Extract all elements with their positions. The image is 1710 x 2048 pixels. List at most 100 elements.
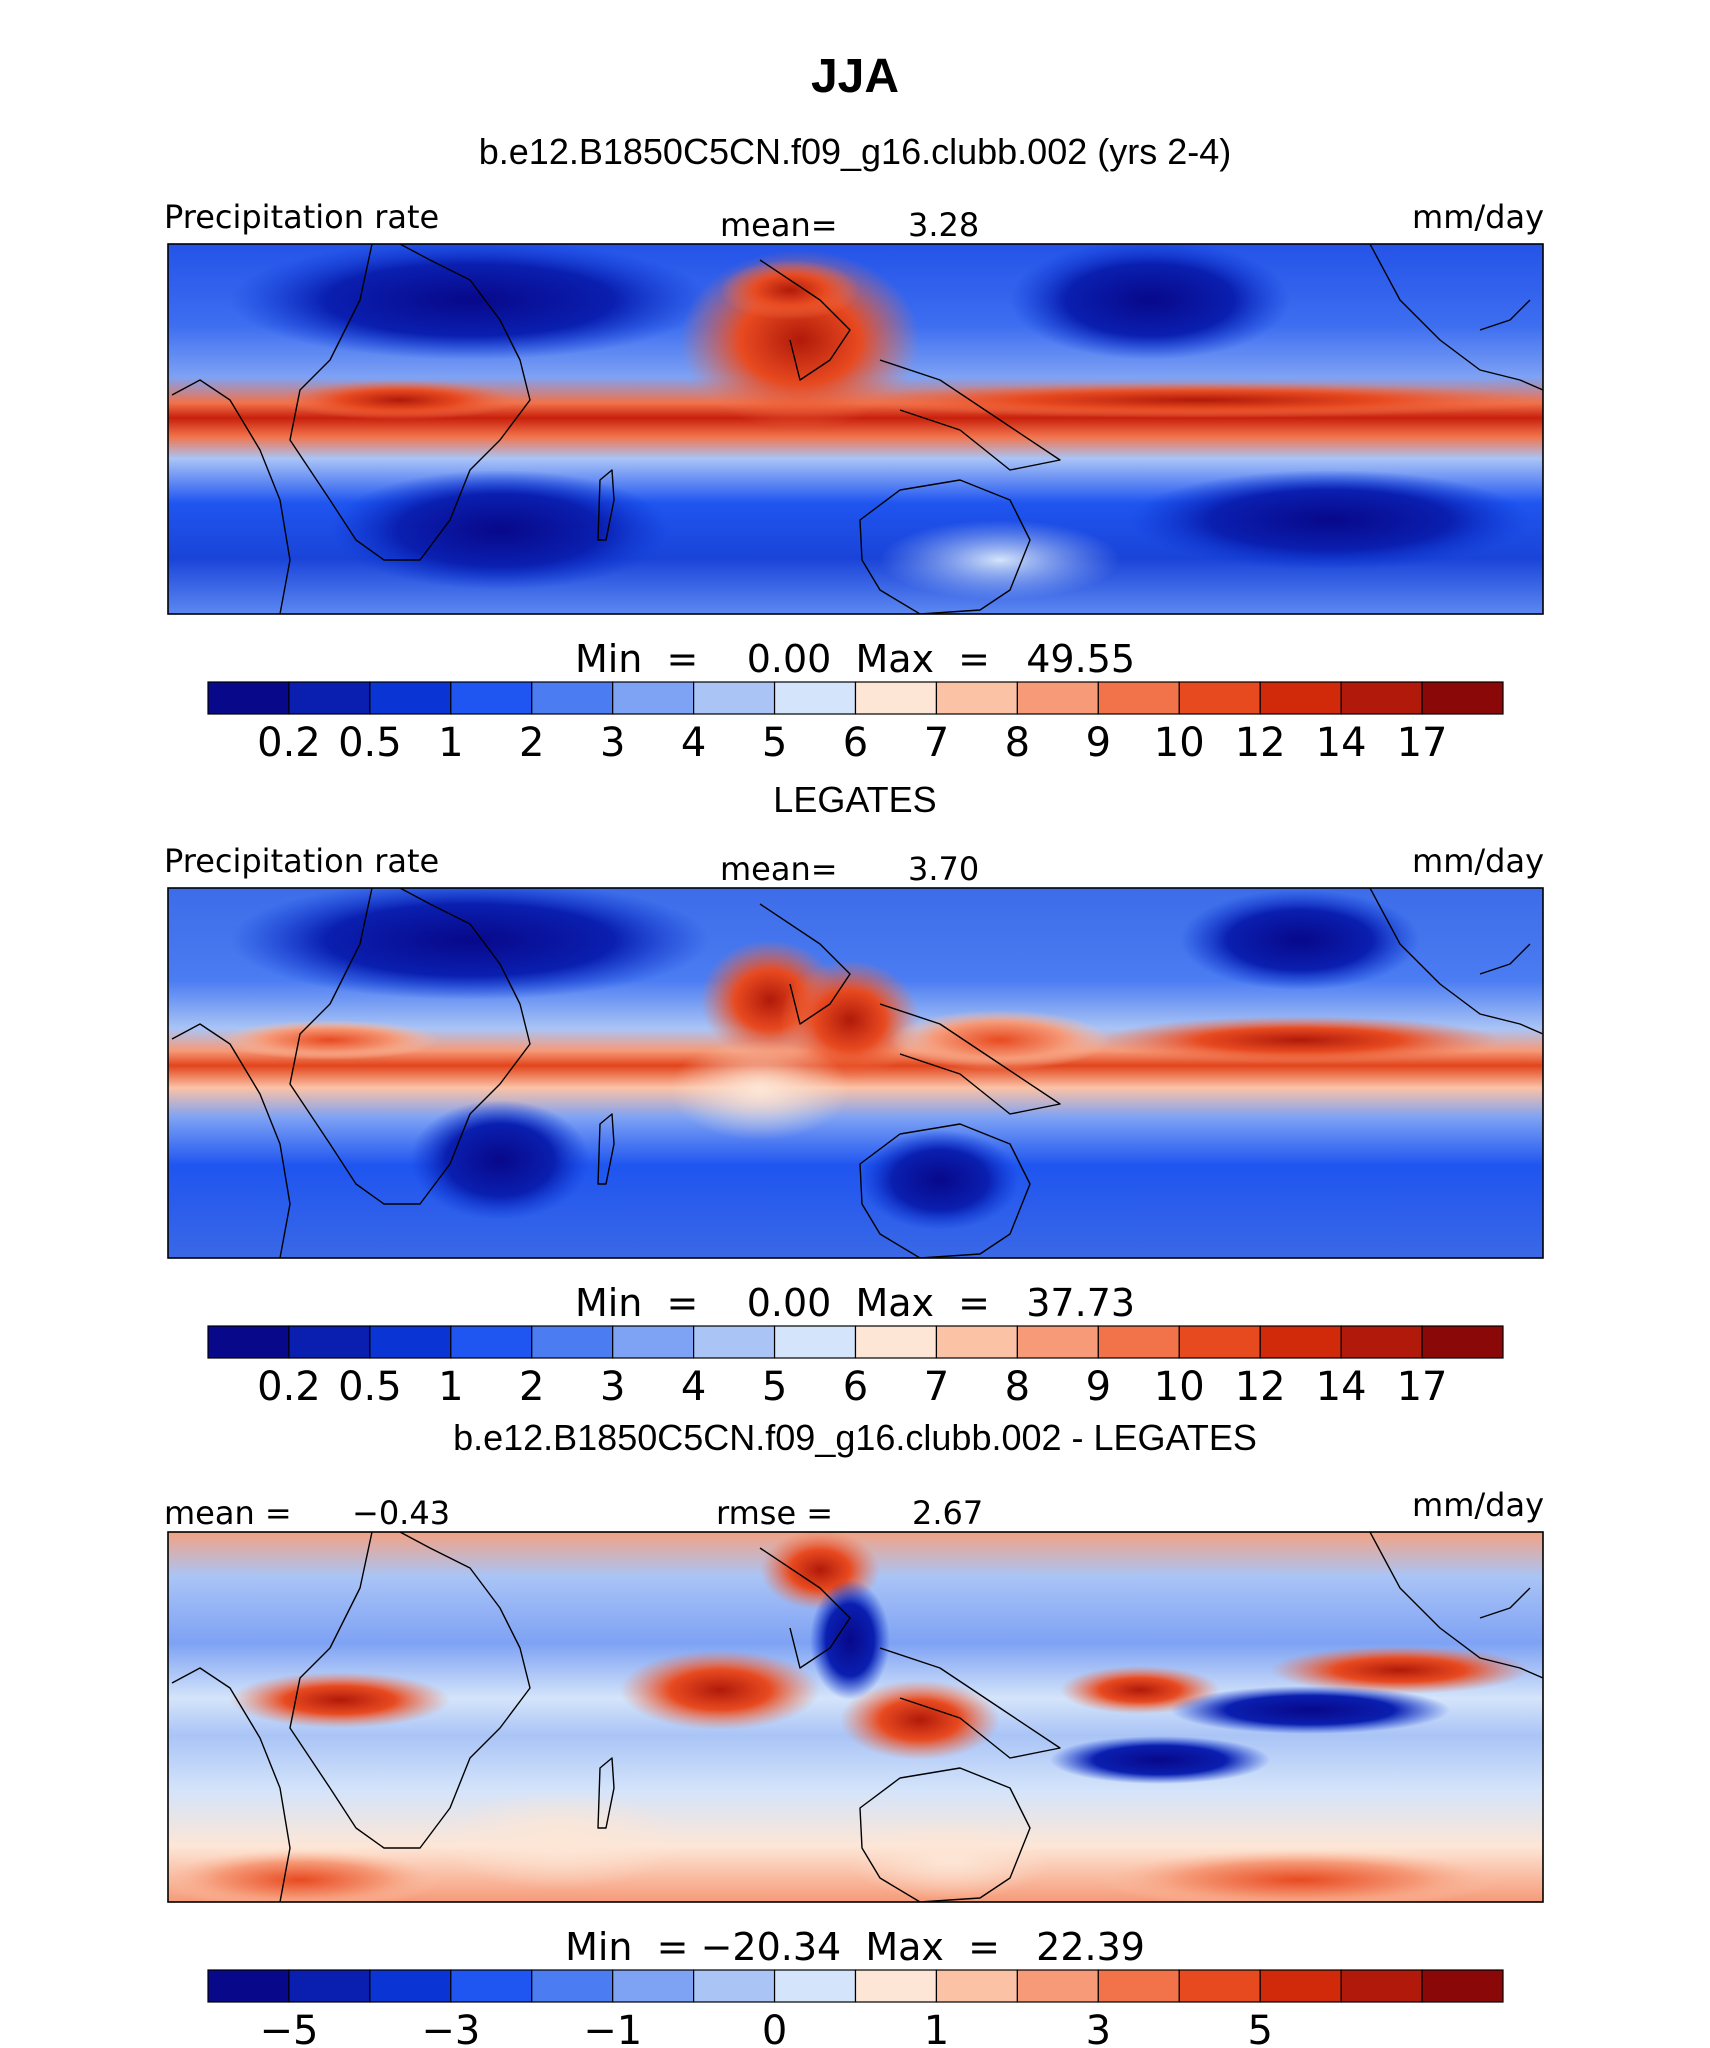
colorbar-swatch [1421, 681, 1504, 715]
colorbar-tick-label: 3 [600, 1364, 625, 1410]
colorbar-swatch [935, 681, 1018, 715]
colorbar-swatch [1097, 1969, 1180, 2003]
colorbar-swatch [935, 1969, 1018, 2003]
colorbar-swatch [612, 681, 695, 715]
panel-diff-stats: Min = −20.34 Max = 22.39 [565, 1925, 1145, 1969]
colorbar-tick-label: 0.5 [338, 1364, 402, 1410]
colorbar-swatch [369, 681, 452, 715]
panel-model-coastlines [171, 244, 1543, 614]
colorbar-tick-label: 14 [1316, 720, 1367, 766]
colorbar-swatch [1421, 1969, 1504, 2003]
colorbar-swatch [1016, 681, 1099, 715]
colorbar-tick-label: 0.5 [338, 720, 402, 766]
panel-model-subtitle: b.e12.B1850C5CN.f09_g16.clubb.002 (yrs 2… [479, 131, 1231, 172]
panel-model-colorbar: 0.2 0.5 1 2 3 4 5 6 7 8 9 10 12 14 17 [207, 681, 1504, 766]
panel-model-frame [167, 243, 1544, 615]
colorbar-tick-label: 6 [843, 1364, 868, 1410]
colorbar-swatch [1178, 1325, 1261, 1359]
colorbar-tick-label: 12 [1235, 1364, 1286, 1410]
colorbar-swatch [854, 681, 938, 715]
colorbar-tick-label: 12 [1235, 720, 1286, 766]
colorbar-swatch [207, 681, 290, 715]
colorbar-tick-label: 8 [1005, 1364, 1030, 1410]
colorbar-swatch [693, 1969, 776, 2003]
figure-title: JJA [811, 50, 899, 103]
panel-diff-colorbar: −5 −3 −1 0 1 3 5 [207, 1969, 1504, 2048]
panel-model-map [168, 244, 1543, 614]
panel-obs-mean-label: mean= [720, 850, 838, 888]
panel-diff-coastlines [171, 1532, 1543, 1902]
colorbar-swatch [1421, 1325, 1504, 1359]
panel-model-units: mm/day [1412, 198, 1544, 236]
colorbar-swatch [612, 1325, 695, 1359]
colorbar-swatch [1178, 681, 1261, 715]
panel-model-left-label: Precipitation rate [164, 198, 439, 236]
colorbar-swatch [693, 1325, 776, 1359]
colorbar-tick-label: 3 [1086, 2008, 1111, 2048]
colorbar-swatch [288, 1969, 371, 2003]
colorbar-swatch [773, 681, 857, 715]
colorbar-swatch [207, 1969, 290, 2003]
colorbar-swatch [1259, 681, 1342, 715]
panel-diff-frame [167, 1531, 1544, 1903]
colorbar-tick-label: 17 [1397, 720, 1448, 766]
panel-diff-rmse-value: 2.67 [912, 1494, 983, 1532]
colorbar-tick-label: 5 [762, 1364, 787, 1410]
panel-model-mean-value: 3.28 [908, 206, 979, 244]
colorbar-swatch [1097, 681, 1180, 715]
colorbar-swatch [1340, 1969, 1423, 2003]
colorbar-tick-label: −1 [583, 2008, 642, 2048]
panel-model-mean-label: mean= [720, 206, 838, 244]
colorbar-swatch [1016, 1969, 1099, 2003]
panel-model: b.e12.B1850C5CN.f09_g16.clubb.002 (yrs 2… [164, 131, 1544, 766]
colorbar-swatch [1259, 1325, 1342, 1359]
colorbar-tick-label: 0.2 [257, 720, 321, 766]
colorbar-tick-label: 10 [1154, 720, 1205, 766]
colorbar-swatch [773, 1969, 857, 2003]
colorbar-tick-label: 5 [762, 720, 787, 766]
colorbar-tick-label: −3 [421, 2008, 480, 2048]
colorbar-swatch [1340, 1325, 1423, 1359]
colorbar-tick-label: 5 [1247, 2008, 1272, 2048]
colorbar-swatch [935, 1325, 1018, 1359]
colorbar-tick-label: 7 [924, 1364, 949, 1410]
colorbar-swatch [854, 1325, 938, 1359]
colorbar-tick-label: 4 [681, 720, 706, 766]
panel-obs-left-label: Precipitation rate [164, 842, 439, 880]
panel-diff-subtitle: b.e12.B1850C5CN.f09_g16.clubb.002 - LEGA… [453, 1417, 1257, 1458]
panel-obs: LEGATES Precipitation rate mean= 3.70 mm… [164, 779, 1544, 1410]
colorbar-swatch [531, 1969, 614, 2003]
colorbar-swatch [1340, 681, 1423, 715]
colorbar-tick-label: 17 [1397, 1364, 1448, 1410]
colorbar-swatch [288, 1325, 371, 1359]
colorbar-swatch [531, 1325, 614, 1359]
colorbar-tick-label: 9 [1086, 1364, 1111, 1410]
colorbar-swatch [612, 1969, 695, 2003]
colorbar-tick-label: 1 [924, 2008, 949, 2048]
colorbar-tick-label: 4 [681, 1364, 706, 1410]
colorbar-swatch [450, 681, 533, 715]
panel-obs-subtitle: LEGATES [773, 779, 936, 820]
panel-obs-map [168, 888, 1543, 1258]
colorbar-swatch [207, 1325, 290, 1359]
colorbar-tick-label: 1 [438, 720, 463, 766]
colorbar-swatch [1178, 1969, 1261, 2003]
colorbar-tick-label: 14 [1316, 1364, 1367, 1410]
panel-model-stats: Min = 0.00 Max = 49.55 [575, 637, 1135, 681]
colorbar-swatch [531, 681, 614, 715]
panel-obs-stats: Min = 0.00 Max = 37.73 [575, 1281, 1135, 1325]
colorbar-swatch [693, 681, 776, 715]
colorbar-swatch [369, 1969, 452, 2003]
colorbar-tick-label: 0 [762, 2008, 787, 2048]
colorbar-swatch [288, 681, 371, 715]
colorbar-swatch [773, 1325, 857, 1359]
panel-diff-rmse-label: rmse = [716, 1494, 833, 1532]
colorbar-swatch [450, 1969, 533, 2003]
panel-obs-colorbar: 0.2 0.5 1 2 3 4 5 6 7 8 9 10 12 14 17 [207, 1325, 1504, 1410]
colorbar-tick-label: 7 [924, 720, 949, 766]
panel-diff-map [168, 1532, 1543, 1902]
panel-diff-mean-label: mean = [164, 1494, 292, 1532]
panel-obs-frame [167, 887, 1544, 1259]
colorbar-swatch [1097, 1325, 1180, 1359]
